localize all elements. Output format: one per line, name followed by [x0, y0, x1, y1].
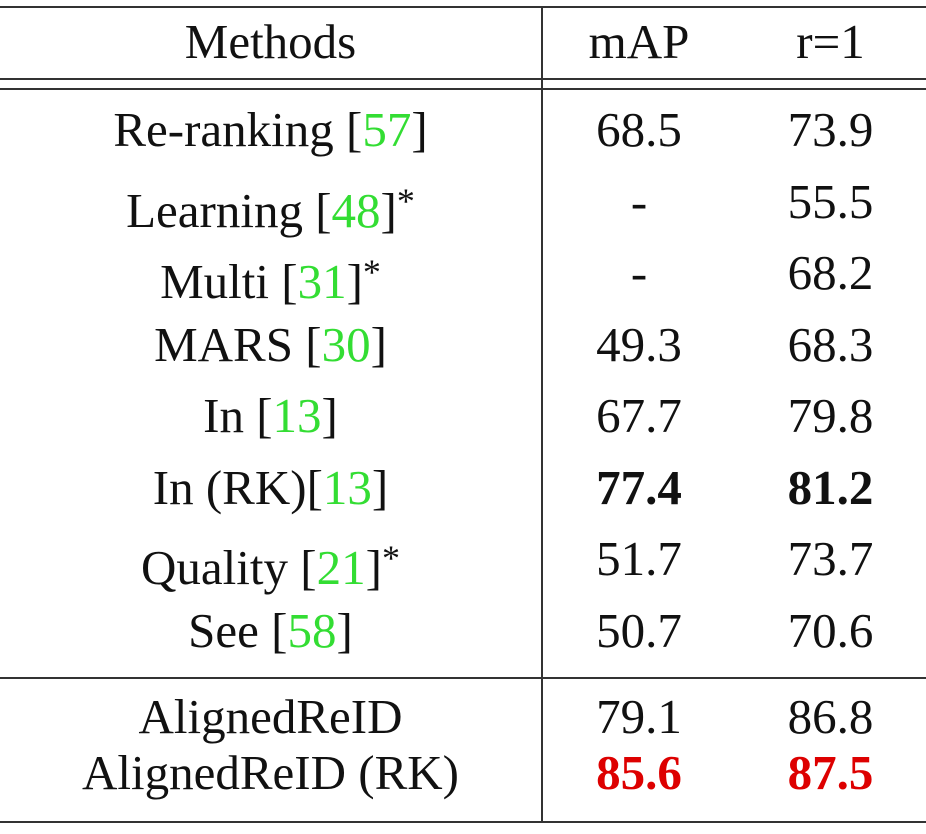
map-value: -	[630, 245, 648, 300]
method-cell: MARS [30]	[0, 317, 541, 372]
citation-open-bracket: [	[271, 602, 288, 658]
citation-open-bracket: [	[300, 540, 317, 595]
r1-value: 55.5	[787, 173, 874, 229]
map-value: 49.3	[596, 316, 682, 372]
table-row: Multi [31]* - 68.2	[0, 245, 926, 309]
map-value: 67.7	[596, 388, 682, 443]
citation-close-bracket: ]	[380, 182, 397, 238]
citation-link[interactable]: 48	[331, 182, 381, 238]
citation-close-bracket: ]	[336, 602, 353, 658]
method-cell: See [58]	[0, 603, 541, 658]
r1-value: 68.2	[787, 245, 874, 300]
r1-value: 70.6	[787, 602, 874, 658]
method-cell: Learning [48]*	[0, 174, 541, 238]
method-name: AlignedReID (RK)	[82, 745, 459, 800]
citation-open-bracket: [	[346, 102, 363, 157]
header-map: mAP	[588, 14, 690, 69]
map-value: 77.4	[596, 459, 682, 515]
citation-open-bracket: [	[281, 254, 298, 309]
method-cell: In [13]	[0, 388, 541, 443]
citation-link[interactable]: 58	[287, 602, 337, 658]
table-row: MARS [30] 49.3 68.3	[0, 317, 926, 372]
method-name: In (RK)	[152, 459, 307, 515]
citation-close-bracket: ]	[365, 540, 382, 595]
method-cell: In (RK)[13]	[0, 460, 541, 515]
method-name: Re-ranking	[113, 102, 347, 157]
citation-link[interactable]: 13	[322, 459, 372, 515]
citation-close-bracket: ]	[321, 388, 338, 443]
map-value: 68.5	[596, 102, 682, 157]
citation-link[interactable]: 21	[316, 540, 366, 595]
citation-link[interactable]: 13	[272, 388, 322, 443]
header-r1: r=1	[796, 14, 865, 69]
citation-link[interactable]: 30	[321, 316, 371, 372]
table-row: Re-ranking [57] 68.5 73.9	[0, 102, 926, 157]
map-value: -	[630, 173, 648, 229]
citation-open-bracket: [	[315, 182, 332, 238]
method-cell: Multi [31]*	[0, 245, 541, 309]
r1-value: 68.3	[787, 316, 874, 372]
top-rule	[0, 6, 926, 8]
citation-close-bracket: ]	[371, 459, 389, 515]
bottom-rule	[0, 821, 926, 823]
table-row: In (RK)[13] 77.4 81.2	[0, 460, 926, 515]
r1-value: 73.7	[787, 531, 874, 586]
asterisk-mark: *	[396, 180, 415, 221]
citation-open-bracket: [	[306, 459, 323, 515]
method-name: Multi	[160, 254, 282, 309]
table-row: AlignedReID (RK) 85.6 87.5	[0, 745, 926, 800]
citation-open-bracket: [	[305, 316, 322, 372]
asterisk-mark: *	[381, 538, 400, 578]
map-value: 85.6	[596, 745, 682, 800]
method-cell: AlignedReID	[0, 689, 541, 744]
citation-close-bracket: ]	[411, 102, 428, 157]
method-name: Quality	[141, 540, 301, 595]
method-name: MARS	[154, 316, 306, 372]
table-row: AlignedReID 79.1 86.8	[0, 689, 926, 744]
map-value: 50.7	[596, 602, 682, 658]
citation-close-bracket: ]	[370, 316, 387, 372]
method-name: Learning	[126, 182, 316, 238]
column-separator	[541, 6, 543, 823]
r1-value: 86.8	[787, 689, 874, 744]
citation-close-bracket: ]	[346, 254, 363, 309]
header-double-rule-lower	[0, 88, 926, 90]
r1-value: 81.2	[787, 459, 874, 515]
citation-link[interactable]: 31	[297, 254, 347, 309]
map-value: 79.1	[596, 689, 682, 744]
citation-open-bracket: [	[256, 388, 273, 443]
r1-value: 79.8	[787, 388, 874, 443]
header-row: Methods mAP r=1	[0, 14, 926, 69]
table-row: In [13] 67.7 79.8	[0, 388, 926, 443]
header-methods: Methods	[184, 14, 357, 69]
section-rule	[0, 677, 926, 679]
table-row: Quality [21]* 51.7 73.7	[0, 531, 926, 595]
method-cell: AlignedReID (RK)	[0, 745, 541, 800]
method-cell: Quality [21]*	[0, 531, 541, 595]
header-double-rule-upper	[0, 78, 926, 80]
method-cell: Re-ranking [57]	[0, 102, 541, 157]
citation-link[interactable]: 57	[362, 102, 412, 157]
r1-value: 87.5	[787, 745, 874, 800]
table-row: Learning [48]* - 55.5	[0, 173, 926, 238]
method-name: In	[203, 388, 257, 443]
table-row: See [58] 50.7 70.6	[0, 603, 926, 658]
map-value: 51.7	[596, 531, 682, 586]
asterisk-mark: *	[362, 252, 381, 292]
method-name: See	[188, 602, 272, 658]
r1-value: 73.9	[787, 102, 874, 157]
method-name: AlignedReID	[138, 689, 403, 744]
